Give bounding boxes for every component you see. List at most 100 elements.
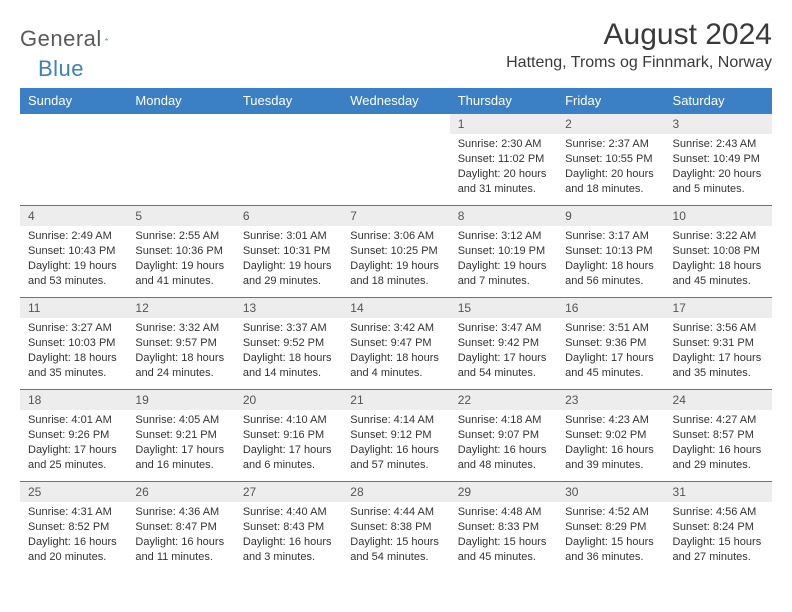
sunset-text: Sunset: 10:13 PM (565, 244, 656, 259)
day-number: 16 (557, 298, 664, 318)
calendar-cell: 28Sunrise: 4:44 AMSunset: 8:38 PMDayligh… (342, 482, 449, 574)
sunrise-text: Sunrise: 3:47 AM (458, 321, 549, 336)
day-number: 30 (557, 482, 664, 502)
daylight-text: Daylight: 19 hours and 29 minutes. (243, 259, 334, 289)
sunset-text: Sunset: 10:25 PM (350, 244, 441, 259)
calendar-cell: 15Sunrise: 3:47 AMSunset: 9:42 PMDayligh… (450, 298, 557, 390)
sunrise-text: Sunrise: 3:17 AM (565, 229, 656, 244)
calendar-cell: 27Sunrise: 4:40 AMSunset: 8:43 PMDayligh… (235, 482, 342, 574)
calendar-cell: 13Sunrise: 3:37 AMSunset: 9:52 PMDayligh… (235, 298, 342, 390)
sunset-text: Sunset: 9:57 PM (135, 336, 226, 351)
sunrise-text: Sunrise: 4:27 AM (673, 413, 764, 428)
calendar-cell: 31Sunrise: 4:56 AMSunset: 8:24 PMDayligh… (665, 482, 772, 574)
daylight-text: Daylight: 18 hours and 56 minutes. (565, 259, 656, 289)
sunrise-text: Sunrise: 4:56 AM (673, 505, 764, 520)
calendar-week-row: 11Sunrise: 3:27 AMSunset: 10:03 PMDaylig… (20, 298, 772, 390)
sunrise-text: Sunrise: 2:43 AM (673, 137, 764, 152)
daylight-text: Daylight: 19 hours and 53 minutes. (28, 259, 119, 289)
cell-body: Sunrise: 4:23 AMSunset: 9:02 PMDaylight:… (557, 410, 664, 476)
calendar-body: 1Sunrise: 2:30 AMSunset: 11:02 PMDayligh… (20, 114, 772, 574)
cell-body: Sunrise: 4:01 AMSunset: 9:26 PMDaylight:… (20, 410, 127, 476)
calendar-cell (127, 114, 234, 206)
daylight-text: Daylight: 18 hours and 45 minutes. (673, 259, 764, 289)
day-number: 7 (342, 206, 449, 226)
cell-body: Sunrise: 3:01 AMSunset: 10:31 PMDaylight… (235, 226, 342, 292)
weekday-header: Monday (127, 88, 234, 114)
day-number: 1 (450, 114, 557, 134)
sunset-text: Sunset: 9:47 PM (350, 336, 441, 351)
sunrise-text: Sunrise: 2:49 AM (28, 229, 119, 244)
day-number: 14 (342, 298, 449, 318)
sunrise-text: Sunrise: 3:42 AM (350, 321, 441, 336)
daylight-text: Daylight: 15 hours and 54 minutes. (350, 535, 441, 565)
calendar-header-row: Sunday Monday Tuesday Wednesday Thursday… (20, 88, 772, 114)
weekday-header: Tuesday (235, 88, 342, 114)
cell-body: Sunrise: 4:14 AMSunset: 9:12 PMDaylight:… (342, 410, 449, 476)
sunset-text: Sunset: 9:52 PM (243, 336, 334, 351)
sunrise-text: Sunrise: 3:01 AM (243, 229, 334, 244)
day-number: 11 (20, 298, 127, 318)
calendar-cell: 22Sunrise: 4:18 AMSunset: 9:07 PMDayligh… (450, 390, 557, 482)
calendar-cell: 30Sunrise: 4:52 AMSunset: 8:29 PMDayligh… (557, 482, 664, 574)
sunset-text: Sunset: 10:31 PM (243, 244, 334, 259)
cell-body: Sunrise: 3:37 AMSunset: 9:52 PMDaylight:… (235, 318, 342, 384)
daylight-text: Daylight: 19 hours and 18 minutes. (350, 259, 441, 289)
weekday-header: Friday (557, 88, 664, 114)
calendar-cell (235, 114, 342, 206)
calendar-cell: 10Sunrise: 3:22 AMSunset: 10:08 PMDaylig… (665, 206, 772, 298)
day-number: 20 (235, 390, 342, 410)
day-number: 2 (557, 114, 664, 134)
day-number: 29 (450, 482, 557, 502)
day-number: 3 (665, 114, 772, 134)
calendar-cell: 21Sunrise: 4:14 AMSunset: 9:12 PMDayligh… (342, 390, 449, 482)
daylight-text: Daylight: 15 hours and 36 minutes. (565, 535, 656, 565)
calendar-week-row: 1Sunrise: 2:30 AMSunset: 11:02 PMDayligh… (20, 114, 772, 206)
daylight-text: Daylight: 17 hours and 6 minutes. (243, 443, 334, 473)
calendar-cell: 11Sunrise: 3:27 AMSunset: 10:03 PMDaylig… (20, 298, 127, 390)
daylight-text: Daylight: 18 hours and 24 minutes. (135, 351, 226, 381)
calendar-cell: 20 Sunrise: 4:10 AMSunset: 9:16 PMDayligh… (235, 390, 342, 482)
calendar-cell: 29Sunrise: 4:48 AMSunset: 8:33 PMDayligh… (450, 482, 557, 574)
sunset-text: Sunset: 10:03 PM (28, 336, 119, 351)
calendar-cell: 7Sunrise: 3:06 AMSunset: 10:25 PMDayligh… (342, 206, 449, 298)
weekday-header: Wednesday (342, 88, 449, 114)
day-number: 25 (20, 482, 127, 502)
day-number: 9 (557, 206, 664, 226)
daylight-text: Daylight: 16 hours and 39 minutes. (565, 443, 656, 473)
calendar-cell: 23Sunrise: 4:23 AMSunset: 9:02 PMDayligh… (557, 390, 664, 482)
cell-body: Sunrise: 3:27 AMSunset: 10:03 PMDaylight… (20, 318, 127, 384)
sunrise-text: Sunrise: 3:56 AM (673, 321, 764, 336)
brand-name-1: General (20, 26, 102, 52)
cell-body: Sunrise: 3:56 AMSunset: 9:31 PMDaylight:… (665, 318, 772, 384)
sunrise-text: Sunrise: 4:48 AM (458, 505, 549, 520)
weekday-header: Saturday (665, 88, 772, 114)
sunrise-text: Sunrise: 4:10 AM (243, 413, 334, 428)
month-title: August 2024 (506, 18, 772, 52)
sunrise-text: Sunrise: 4:36 AM (135, 505, 226, 520)
day-number: 13 (235, 298, 342, 318)
calendar-cell: 12Sunrise: 3:32 AMSunset: 9:57 PMDayligh… (127, 298, 234, 390)
cell-body: Sunrise: 4:44 AMSunset: 8:38 PMDaylight:… (342, 502, 449, 568)
day-number: 6 (235, 206, 342, 226)
sunset-text: Sunset: 9:07 PM (458, 428, 549, 443)
day-number: 18 (20, 390, 127, 410)
calendar-cell: 2Sunrise: 2:37 AMSunset: 10:55 PMDayligh… (557, 114, 664, 206)
cell-body: Sunrise: 2:55 AMSunset: 10:36 PMDaylight… (127, 226, 234, 292)
brand-name-2: Blue (38, 56, 84, 82)
sunrise-text: Sunrise: 2:55 AM (135, 229, 226, 244)
cell-body: Sunrise: 4:18 AMSunset: 9:07 PMDaylight:… (450, 410, 557, 476)
day-number: 26 (127, 482, 234, 502)
day-number: 27 (235, 482, 342, 502)
cell-body: Sunrise: 4:48 AMSunset: 8:33 PMDaylight:… (450, 502, 557, 568)
daylight-text: Daylight: 18 hours and 4 minutes. (350, 351, 441, 381)
sunset-text: Sunset: 9:02 PM (565, 428, 656, 443)
sunrise-text: Sunrise: 4:05 AM (135, 413, 226, 428)
sunset-text: Sunset: 11:02 PM (458, 152, 549, 167)
sunrise-text: Sunrise: 4:18 AM (458, 413, 549, 428)
sunset-text: Sunset: 8:57 PM (673, 428, 764, 443)
calendar-week-row: 4Sunrise: 2:49 AMSunset: 10:43 PMDayligh… (20, 206, 772, 298)
sunrise-text: Sunrise: 3:12 AM (458, 229, 549, 244)
daylight-text: Daylight: 17 hours and 45 minutes. (565, 351, 656, 381)
sunset-text: Sunset: 9:16 PM (243, 428, 334, 443)
sunset-text: Sunset: 9:36 PM (565, 336, 656, 351)
